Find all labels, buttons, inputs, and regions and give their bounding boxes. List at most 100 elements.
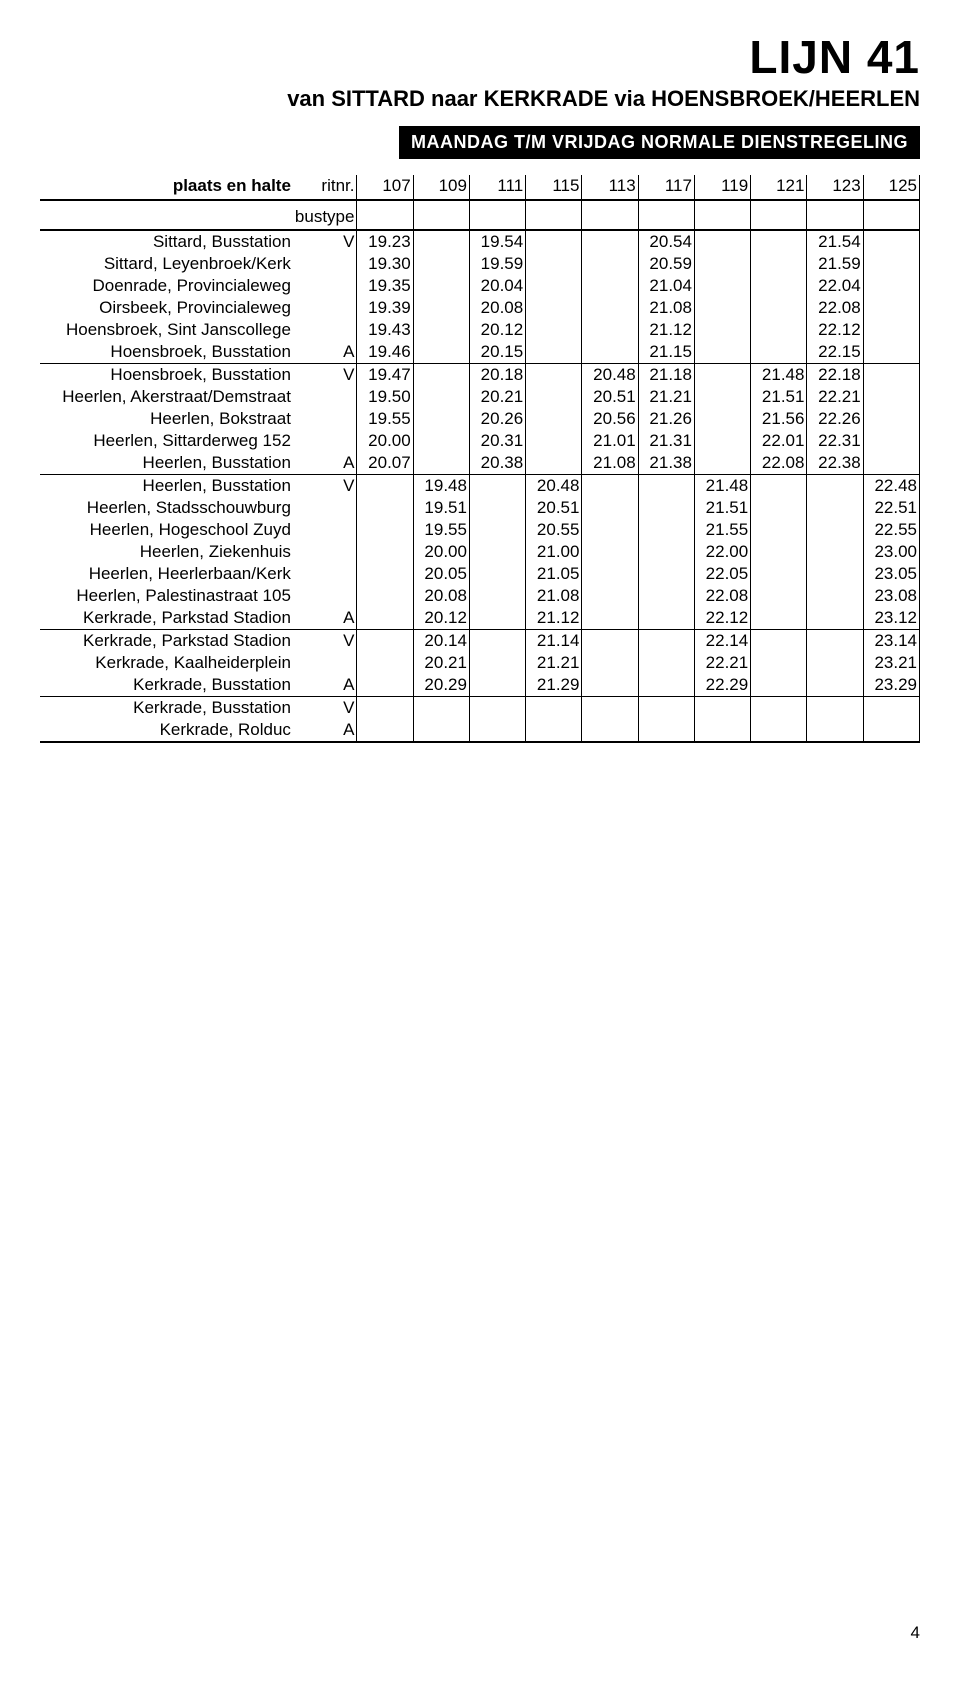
plaats-halte-header: plaats en halte — [40, 175, 293, 200]
time-cell — [413, 386, 469, 408]
time-cell — [638, 697, 694, 720]
time-cell — [526, 253, 582, 275]
stop-name: Heerlen, Hogeschool Zuyd — [40, 519, 293, 541]
time-cell — [863, 386, 919, 408]
time-cell: 21.59 — [807, 253, 863, 275]
time-cell: 20.12 — [413, 607, 469, 630]
time-cell — [751, 297, 807, 319]
ritnr-label: ritnr. — [293, 175, 357, 200]
table-row: Kerkrade, BusstationV — [40, 697, 920, 720]
time-cell — [582, 519, 638, 541]
time-cell — [638, 630, 694, 653]
table-row: Sittard, BusstationV19.2319.5420.5421.54 — [40, 230, 920, 253]
time-cell — [863, 297, 919, 319]
bustype-time — [694, 200, 750, 230]
stop-name: Kerkrade, Busstation — [40, 674, 293, 697]
time-cell — [751, 253, 807, 275]
time-cell: 20.00 — [413, 541, 469, 563]
time-cell — [413, 452, 469, 475]
time-cell — [582, 697, 638, 720]
time-cell: 21.21 — [526, 652, 582, 674]
table-row: Hoensbroek, BusstationV19.4720.1820.4821… — [40, 364, 920, 387]
time-cell: 22.55 — [863, 519, 919, 541]
time-cell — [751, 341, 807, 364]
time-cell — [582, 297, 638, 319]
time-cell — [807, 585, 863, 607]
time-cell — [807, 607, 863, 630]
time-cell: 21.08 — [582, 452, 638, 475]
title-block: LIJN 41 van SITTARD naar KERKRADE via HO… — [40, 30, 920, 159]
time-cell — [582, 607, 638, 630]
time-cell — [638, 674, 694, 697]
time-cell — [694, 430, 750, 452]
time-cell: 20.08 — [413, 585, 469, 607]
time-cell — [413, 697, 469, 720]
time-cell — [694, 452, 750, 475]
time-cell: 19.55 — [357, 408, 413, 430]
time-cell: 20.21 — [413, 652, 469, 674]
time-cell: 21.05 — [526, 563, 582, 585]
time-cell — [638, 475, 694, 498]
time-cell — [638, 719, 694, 742]
time-cell — [526, 719, 582, 742]
time-cell: 20.21 — [469, 386, 525, 408]
time-cell — [751, 497, 807, 519]
stop-name: Heerlen, Busstation — [40, 452, 293, 475]
time-cell — [863, 408, 919, 430]
time-cell: 20.15 — [469, 341, 525, 364]
stop-name: Sittard, Busstation — [40, 230, 293, 253]
time-cell: 21.21 — [638, 386, 694, 408]
bustype-time — [469, 200, 525, 230]
time-cell — [694, 253, 750, 275]
time-cell — [469, 607, 525, 630]
time-cell — [807, 630, 863, 653]
time-cell — [751, 541, 807, 563]
stop-name: Heerlen, Palestinastraat 105 — [40, 585, 293, 607]
time-cell — [582, 541, 638, 563]
time-cell: 20.51 — [582, 386, 638, 408]
time-cell — [413, 341, 469, 364]
time-cell: 22.14 — [694, 630, 750, 653]
time-cell — [413, 297, 469, 319]
time-cell: 23.05 — [863, 563, 919, 585]
stop-name: Heerlen, Akerstraat/Demstraat — [40, 386, 293, 408]
time-cell — [469, 719, 525, 742]
arrival-departure: A — [293, 341, 357, 364]
time-cell: 23.08 — [863, 585, 919, 607]
table-row: Heerlen, Palestinastraat 10520.0821.0822… — [40, 585, 920, 607]
time-cell: 20.08 — [469, 297, 525, 319]
stop-name: Kerkrade, Parkstad Stadion — [40, 630, 293, 653]
bustype-time — [751, 200, 807, 230]
time-cell — [751, 275, 807, 297]
time-cell: 20.04 — [469, 275, 525, 297]
table-row: Kerkrade, RolducA — [40, 719, 920, 742]
time-cell: 21.29 — [526, 674, 582, 697]
arrival-departure — [293, 408, 357, 430]
time-cell — [694, 319, 750, 341]
table-row: Kerkrade, Parkstad StadionV20.1421.1422.… — [40, 630, 920, 653]
time-cell — [582, 652, 638, 674]
arrival-departure — [293, 430, 357, 452]
time-cell — [413, 253, 469, 275]
time-cell — [694, 386, 750, 408]
table-row: Heerlen, Heerlerbaan/Kerk20.0521.0522.05… — [40, 563, 920, 585]
time-cell: 21.00 — [526, 541, 582, 563]
stop-name: Kerkrade, Busstation — [40, 697, 293, 720]
time-cell: 21.01 — [582, 430, 638, 452]
time-cell — [357, 697, 413, 720]
page-number: 4 — [40, 1623, 920, 1643]
time-cell — [413, 430, 469, 452]
table-row: Hoensbroek, Sint Janscollege19.4320.1221… — [40, 319, 920, 341]
time-cell: 22.51 — [863, 497, 919, 519]
time-cell: 22.05 — [694, 563, 750, 585]
time-cell: 20.12 — [469, 319, 525, 341]
time-cell: 22.31 — [807, 430, 863, 452]
arrival-departure: V — [293, 230, 357, 253]
time-cell — [751, 563, 807, 585]
time-cell: 20.29 — [413, 674, 469, 697]
time-cell — [526, 341, 582, 364]
arrival-departure: A — [293, 719, 357, 742]
arrival-departure — [293, 652, 357, 674]
stop-name: Doenrade, Provincialeweg — [40, 275, 293, 297]
bustype-time — [863, 200, 919, 230]
